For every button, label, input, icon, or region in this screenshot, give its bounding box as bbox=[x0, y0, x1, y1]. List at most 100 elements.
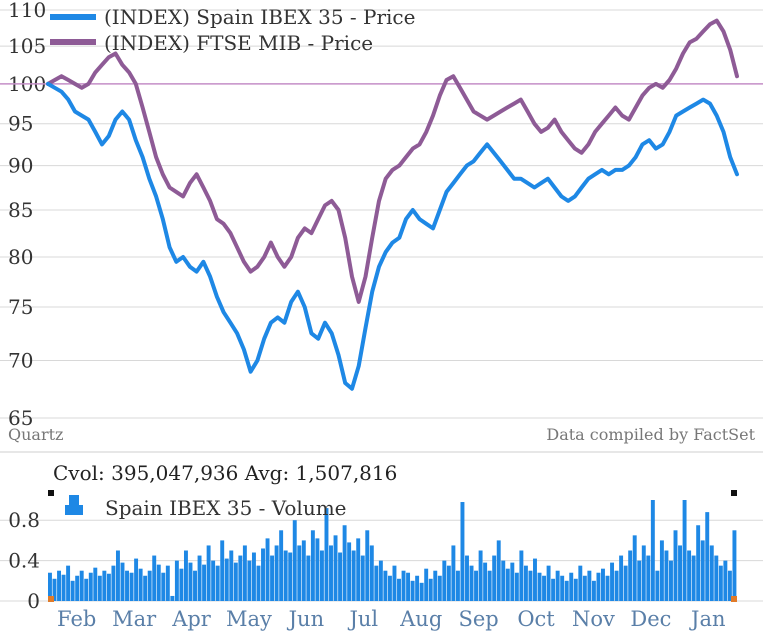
marker-bottom-right bbox=[731, 596, 737, 602]
volume-bar bbox=[93, 567, 98, 601]
volume-bar bbox=[551, 578, 556, 601]
volume-bar bbox=[573, 578, 578, 601]
volume-bar bbox=[514, 572, 519, 601]
price-legend: (INDEX) Spain IBEX 35 - Price (INDEX) FT… bbox=[50, 5, 415, 55]
x-tick-month: Feb bbox=[57, 607, 96, 631]
price-y-tick: 105 bbox=[8, 34, 46, 58]
volume-bar bbox=[197, 555, 202, 601]
volume-bar bbox=[261, 548, 265, 601]
volume-bar bbox=[374, 565, 379, 601]
volume-bar bbox=[555, 570, 560, 601]
volume-bar bbox=[632, 535, 637, 601]
volume-y-tick: 0 bbox=[27, 589, 40, 613]
volume-bar bbox=[537, 572, 542, 601]
volume-bar bbox=[691, 555, 696, 601]
volume-bar bbox=[256, 565, 261, 601]
volume-bar bbox=[682, 500, 687, 601]
volume-bar bbox=[188, 562, 193, 601]
volume-bar bbox=[650, 500, 655, 601]
source-quartz: Quartz bbox=[8, 425, 63, 444]
volume-bar bbox=[129, 572, 134, 601]
volume-bar bbox=[170, 595, 175, 601]
volume-bar bbox=[714, 555, 719, 601]
volume-bar bbox=[333, 535, 338, 601]
volume-bar bbox=[696, 525, 701, 601]
price-series bbox=[46, 18, 739, 391]
volume-bar bbox=[483, 562, 488, 601]
volume-bar bbox=[433, 570, 438, 601]
volume-bar bbox=[193, 570, 197, 601]
volume-bar bbox=[161, 572, 166, 601]
volume-bar bbox=[360, 555, 365, 601]
volume-bar bbox=[179, 568, 184, 601]
volume-bar bbox=[528, 570, 533, 601]
volume-bar bbox=[542, 575, 547, 601]
volume-bar bbox=[356, 538, 361, 601]
price-y-tick: 85 bbox=[8, 198, 33, 222]
volume-bar bbox=[369, 545, 374, 601]
volume-bar bbox=[587, 570, 592, 601]
volume-bar bbox=[392, 565, 397, 601]
price-y-tick: 70 bbox=[8, 349, 33, 373]
volume-bar bbox=[233, 562, 238, 601]
volume-bar bbox=[115, 550, 120, 601]
volume-bar bbox=[211, 560, 216, 601]
volume-bar bbox=[655, 570, 660, 601]
volume-bar bbox=[510, 562, 515, 601]
volume-bar bbox=[637, 560, 642, 601]
volume-bar bbox=[546, 565, 551, 601]
x-axis: Feb Mar Apr May Jun Jul Aug Sep Oct Nov Dec Jan bbox=[57, 607, 725, 631]
volume-bar bbox=[564, 580, 569, 601]
volume-bar bbox=[718, 565, 723, 601]
volume-bar bbox=[152, 555, 157, 601]
volume-bar bbox=[383, 570, 388, 601]
price-y-tick: 75 bbox=[8, 295, 33, 319]
volume-bar bbox=[455, 570, 460, 601]
x-tick-month: Dec bbox=[630, 607, 671, 631]
volume-bar bbox=[156, 564, 161, 601]
volume-bar bbox=[319, 550, 324, 601]
volume-bar bbox=[292, 520, 297, 601]
volume-bar bbox=[111, 565, 116, 601]
volume-bar bbox=[705, 512, 710, 601]
marker-bottom-left bbox=[48, 596, 54, 602]
volume-bar bbox=[451, 545, 456, 601]
volume-bar bbox=[406, 572, 411, 601]
volume-bar bbox=[533, 558, 537, 601]
volume-bar bbox=[88, 572, 93, 601]
volume-bar bbox=[147, 570, 152, 601]
volume-y-tick: 0.4 bbox=[8, 549, 40, 573]
volume-bar bbox=[52, 578, 57, 601]
price-y-tick: 95 bbox=[8, 112, 33, 136]
legend-label-ftse: (INDEX) FTSE MIB - Price bbox=[104, 31, 373, 55]
volume-bar bbox=[310, 530, 315, 601]
price-grid bbox=[0, 9, 763, 419]
volume-bar bbox=[306, 555, 311, 601]
volume-bar bbox=[659, 540, 664, 601]
volume-bar bbox=[465, 555, 469, 601]
volume-bar bbox=[106, 573, 111, 601]
volume-bar bbox=[165, 565, 170, 601]
volume-bar bbox=[397, 578, 401, 601]
series-line-ibex bbox=[46, 81, 739, 391]
volume-bar bbox=[143, 575, 148, 601]
volume-bar bbox=[505, 568, 510, 601]
volume-bar bbox=[57, 570, 61, 601]
volume-bar bbox=[84, 578, 89, 601]
volume-bar bbox=[324, 508, 329, 601]
volume-bar bbox=[338, 552, 343, 601]
volume-bar bbox=[215, 565, 220, 601]
volume-bar bbox=[610, 562, 615, 601]
volume-bars bbox=[48, 500, 737, 601]
volume-bar bbox=[569, 572, 574, 601]
volume-bar bbox=[265, 538, 270, 601]
price-y-tick: 90 bbox=[8, 154, 33, 178]
volume-bar bbox=[673, 530, 678, 601]
volume-bar bbox=[723, 560, 728, 601]
x-tick-month: Mar bbox=[112, 607, 157, 631]
volume-bar bbox=[623, 565, 628, 601]
x-tick-month: Sep bbox=[458, 607, 498, 631]
volume-bar bbox=[578, 565, 583, 601]
